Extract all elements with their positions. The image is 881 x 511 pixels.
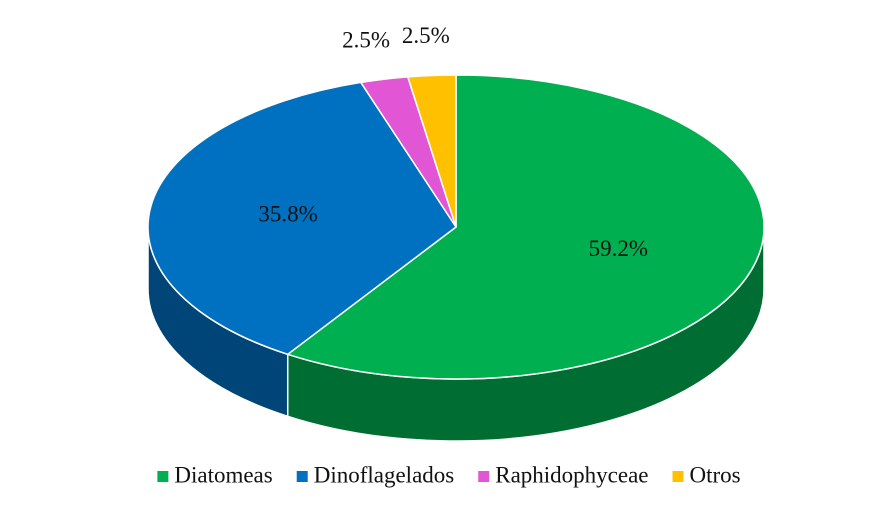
legend-label: Diatomeas xyxy=(174,462,272,487)
slice xyxy=(147,81,458,356)
data-label: 35.8% xyxy=(258,201,317,226)
data-label: 2.5% xyxy=(402,23,450,48)
legend-marker xyxy=(478,471,490,482)
legend-label: Dinoflagelados xyxy=(314,462,455,487)
data-label: 59.2% xyxy=(589,236,648,261)
slice xyxy=(406,74,457,228)
legend-label: Raphidophyceae xyxy=(495,462,648,487)
slice xyxy=(286,74,765,380)
legend-marker xyxy=(296,471,308,482)
legend-marker xyxy=(672,471,684,482)
legend-label: Otros xyxy=(690,462,741,487)
legend-marker xyxy=(157,471,169,482)
data-label: 2.5% xyxy=(342,28,390,53)
